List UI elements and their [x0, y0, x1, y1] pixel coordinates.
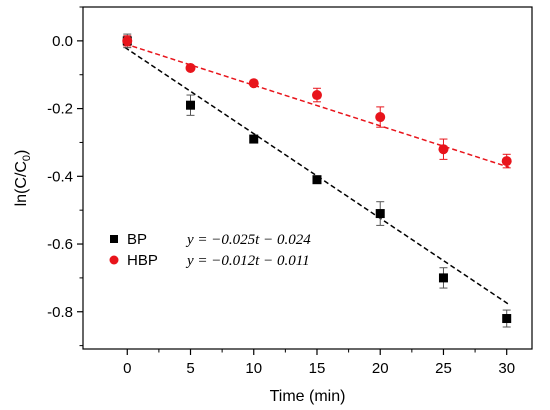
fit-equation-hbp: y = −0.012t − 0.011 — [185, 253, 310, 269]
data-point-hbp — [122, 35, 133, 46]
x-tick-label: 15 — [309, 360, 326, 377]
data-point-hbp — [248, 78, 259, 89]
data-point-hbp — [311, 90, 322, 101]
y-tick-label: 0.0 — [52, 33, 73, 50]
x-axis-label: Time (min) — [270, 388, 346, 405]
data-point-bp — [186, 100, 196, 110]
fit-equation-bp: y = −0.025t − 0.024 — [185, 232, 311, 248]
fit-line-hbp — [124, 43, 510, 169]
x-tick-label: 20 — [372, 360, 389, 377]
data-point-bp — [502, 314, 512, 324]
data-point-hbp — [185, 62, 196, 73]
x-tick-label: 0 — [123, 360, 131, 377]
y-tick-label: -0.4 — [47, 168, 73, 185]
data-point-hbp — [438, 144, 449, 155]
y-tick-label: -0.8 — [47, 304, 73, 321]
data-point-bp — [375, 209, 385, 219]
plot-frame — [82, 6, 533, 350]
data-point-hbp — [501, 156, 512, 167]
data-point-bp — [438, 273, 448, 283]
y-axis-label: ln(C/C0) — [13, 150, 33, 207]
legend-marker-hbp — [109, 255, 119, 265]
data-point-hbp — [375, 112, 386, 123]
y-tick-label: -0.6 — [47, 236, 73, 253]
fit-line-bp — [124, 46, 510, 306]
y-tick-label: -0.2 — [47, 101, 73, 118]
x-tick-label: 5 — [186, 360, 194, 377]
legend-marker-bp — [110, 235, 118, 243]
x-tick-label: 25 — [435, 360, 452, 377]
legend-label-bp: BP — [127, 231, 147, 248]
y-axis-label-close: ) — [13, 150, 30, 155]
data-point-bp — [249, 134, 259, 144]
x-tick-label: 30 — [498, 360, 515, 377]
x-tick-label: 10 — [245, 360, 262, 377]
legend: BP y = −0.025t − 0.024 HBP y = −0.012t − 0.… — [109, 231, 311, 269]
y-axis-label-main: ln(C/C — [13, 161, 30, 206]
legend-label-hbp: HBP — [127, 252, 158, 269]
y-axis-label-sub: 0 — [21, 155, 33, 161]
data-point-bp — [312, 175, 322, 185]
